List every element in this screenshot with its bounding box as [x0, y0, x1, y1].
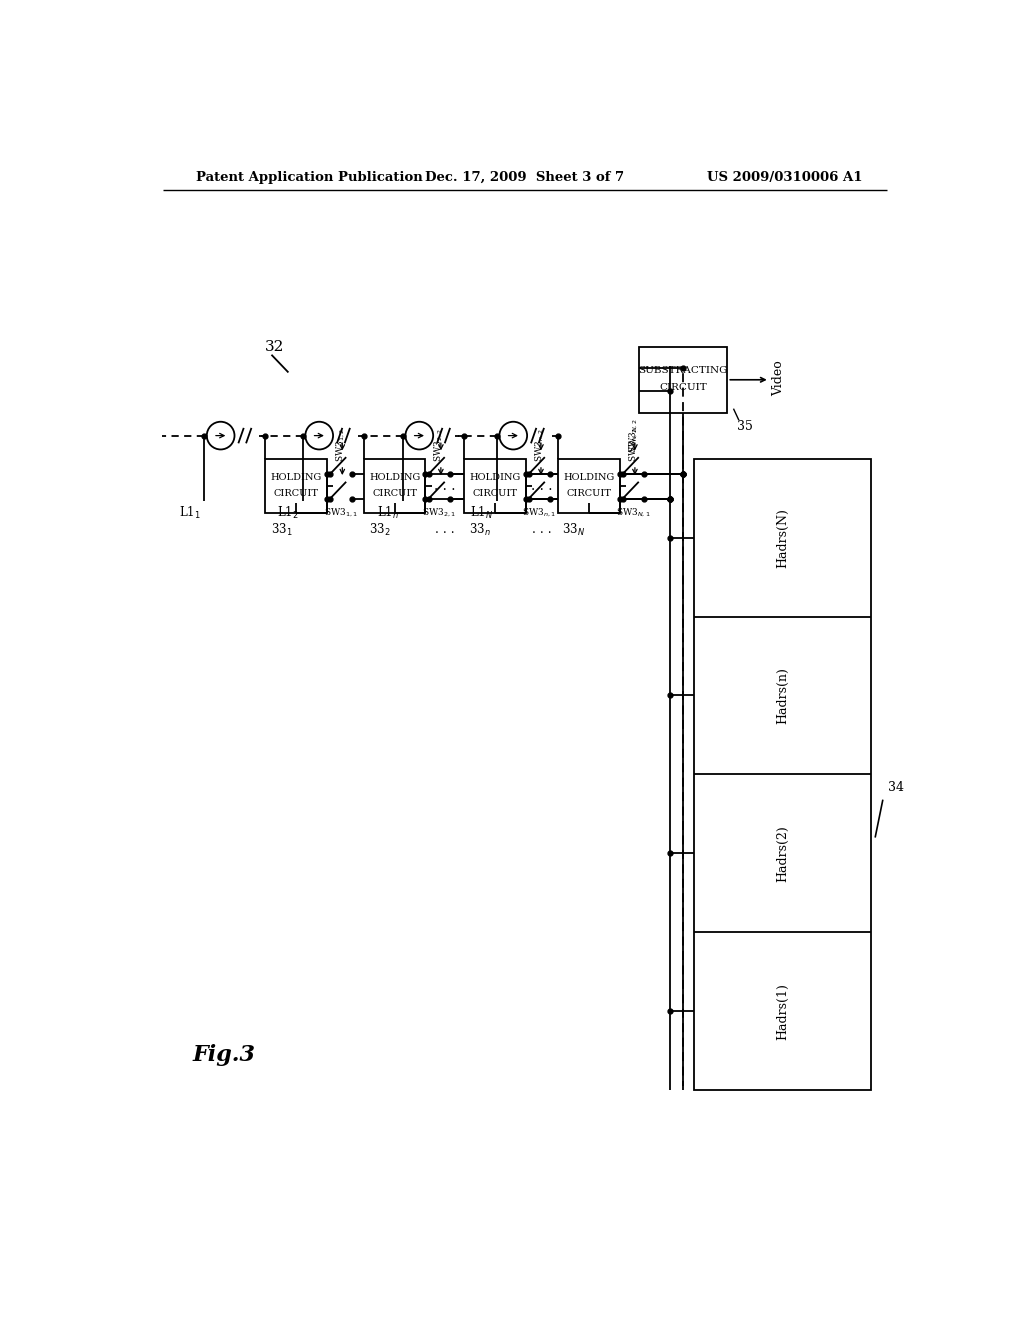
Text: 33$_n$: 33$_n$ [469, 521, 490, 537]
Text: Hadrs(2): Hadrs(2) [776, 825, 790, 882]
Text: SW3$_{1,1}$: SW3$_{1,1}$ [324, 507, 357, 519]
Bar [639, 347, 727, 412]
Text: SW3$_{N,2}$: SW3$_{N,2}$ [628, 418, 640, 453]
Text: Hadrs(n): Hadrs(n) [776, 667, 790, 723]
Text: Video: Video [772, 360, 785, 396]
Text: Hadrs(1): Hadrs(1) [776, 982, 790, 1040]
Bar [464, 459, 525, 512]
Text: L1$_1$: L1$_1$ [179, 504, 201, 520]
Bar [364, 459, 425, 512]
Text: SW3$_{n,1}$: SW3$_{n,1}$ [522, 507, 556, 519]
Text: SW3$_{1,2}$: SW3$_{1,2}$ [335, 428, 347, 462]
Text: L1$_2$: L1$_2$ [278, 504, 299, 520]
Bar [558, 459, 620, 512]
Text: L1$_N$: L1$_N$ [470, 504, 494, 520]
Text: CIRCUIT: CIRCUIT [472, 488, 517, 498]
Text: 35: 35 [736, 420, 753, 433]
Text: Dec. 17, 2009  Sheet 3 of 7: Dec. 17, 2009 Sheet 3 of 7 [425, 172, 625, 185]
Text: . . .: . . . [434, 479, 456, 492]
Text: . . .: . . . [435, 523, 455, 536]
Text: HOLDING: HOLDING [469, 474, 520, 482]
Text: 33$_2$: 33$_2$ [370, 521, 391, 537]
Text: SW3$_{2,2}$: SW3$_{2,2}$ [433, 428, 445, 462]
Text: US 2009/0310006 A1: US 2009/0310006 A1 [707, 172, 862, 185]
Text: CIRCUIT: CIRCUIT [566, 488, 611, 498]
Text: HOLDING: HOLDING [270, 474, 322, 482]
Text: 33$_1$: 33$_1$ [270, 521, 292, 537]
Text: Patent Application Publication: Patent Application Publication [196, 172, 423, 185]
Text: SW3$_{n,2}$: SW3$_{n,2}$ [534, 428, 546, 462]
Text: SW3$_{N,1}$: SW3$_{N,1}$ [616, 507, 651, 519]
Text: L1$_n$: L1$_n$ [377, 504, 399, 520]
Text: 34: 34 [888, 780, 904, 793]
Text: Fig.3: Fig.3 [193, 1044, 255, 1067]
Text: SW3$_{N,2}$: SW3$_{N,2}$ [628, 428, 640, 462]
Text: CIRCUIT: CIRCUIT [659, 383, 707, 392]
Text: HOLDING: HOLDING [563, 474, 614, 482]
Text: CIRCUIT: CIRCUIT [372, 488, 417, 498]
Text: . . .: . . . [531, 523, 552, 536]
Bar [265, 459, 327, 512]
Text: CIRCUIT: CIRCUIT [273, 488, 318, 498]
Text: . . .: . . . [531, 479, 553, 492]
Text: HOLDING: HOLDING [369, 474, 420, 482]
Text: 32: 32 [265, 341, 285, 354]
Bar [694, 459, 871, 1090]
Text: Hadrs(N): Hadrs(N) [776, 508, 790, 568]
Text: SUBSTRACTING: SUBSTRACTING [638, 366, 728, 375]
Text: SW3$_{2,1}$: SW3$_{2,1}$ [422, 507, 457, 519]
Text: 33$_N$: 33$_N$ [562, 521, 585, 537]
